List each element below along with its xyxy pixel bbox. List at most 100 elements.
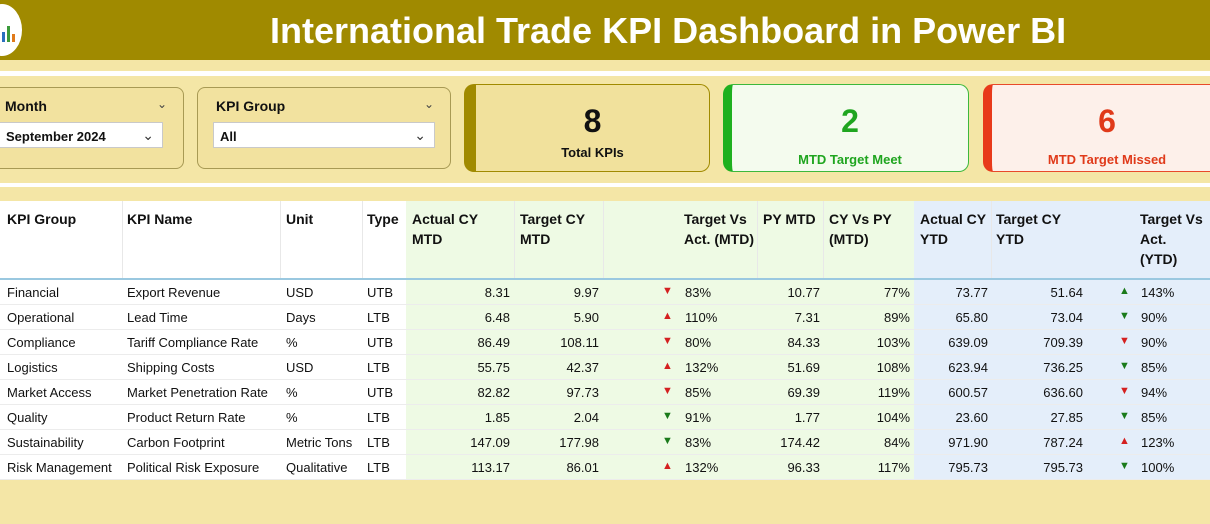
cell-cy-vs-py: 103% bbox=[876, 335, 910, 350]
triangle-down-icon: ▼ bbox=[1119, 385, 1130, 397]
chevron-down-icon[interactable]: ⌄ bbox=[142, 127, 154, 143]
cell-cy-vs-py: 89% bbox=[883, 310, 910, 325]
header-py-mtd[interactable]: PY MTD bbox=[763, 211, 816, 227]
cell-ytd-pct: 90% bbox=[1141, 310, 1168, 325]
cell-group: Logistics bbox=[7, 360, 58, 375]
cell-group: Risk Management bbox=[7, 460, 112, 475]
cell-target-ytd: 27.85 bbox=[1050, 410, 1083, 425]
cell-actual-ytd: 623.94 bbox=[948, 360, 988, 375]
table-row[interactable]: Sustainability Carbon Footprint Metric Ton… bbox=[0, 430, 1210, 455]
chevron-down-icon[interactable]: ⌄ bbox=[423, 97, 434, 111]
cell-target-ytd: 51.64 bbox=[1050, 285, 1083, 300]
cell-mtd-pct: 132% bbox=[685, 360, 719, 375]
triangle-down-icon: ▼ bbox=[1119, 360, 1130, 372]
cell-unit: Metric Tons bbox=[286, 435, 353, 450]
cell-group: Compliance bbox=[7, 335, 76, 350]
cell-unit: % bbox=[286, 385, 298, 400]
mtd-column-band bbox=[406, 201, 914, 479]
cell-target-mtd: 177.98 bbox=[559, 435, 599, 450]
table-row[interactable]: Quality Product Return Rate% LTB 1.85 2.04 91… bbox=[0, 405, 1210, 430]
triangle-down-icon: ▼ bbox=[662, 410, 673, 422]
cell-unit: % bbox=[286, 335, 298, 350]
month-dropdown[interactable]: September 2024 ⌄ bbox=[0, 122, 163, 148]
header-target-vs-act-mtd[interactable]: Target Vs Act. (MTD) bbox=[684, 211, 754, 247]
mtd-target-missed-label: MTD Target Missed bbox=[1047, 152, 1167, 167]
cell-name: Carbon Footprint bbox=[127, 435, 225, 450]
chevron-down-icon[interactable]: ⌄ bbox=[156, 97, 167, 111]
cell-target-mtd: 97.73 bbox=[566, 385, 599, 400]
cell-unit: USD bbox=[286, 360, 314, 375]
cell-actual-mtd: 1.85 bbox=[484, 410, 510, 425]
cell-mtd-pct: 83% bbox=[685, 285, 712, 300]
cell-cy-vs-py: 77% bbox=[883, 285, 910, 300]
table-row[interactable]: Risk Management Political Risk Exposure Qu… bbox=[0, 455, 1210, 480]
chevron-down-icon[interactable]: ⌄ bbox=[414, 127, 426, 143]
cell-cy-vs-py: 104% bbox=[876, 410, 910, 425]
kpi-group-slicer[interactable]: KPI Group ⌄ All ⌄ bbox=[197, 87, 451, 169]
cell-cy-vs-py: 119% bbox=[877, 385, 910, 400]
cell-unit: USD bbox=[286, 285, 314, 300]
triangle-down-icon: ▼ bbox=[1119, 460, 1130, 472]
cell-target-ytd: 636.60 bbox=[1043, 385, 1083, 400]
table-row[interactable]: Compliance Tariff Compliance Rate% UTB 86.4… bbox=[0, 330, 1210, 355]
triangle-down-icon: ▼ bbox=[662, 285, 673, 297]
cell-name: Product Return Rate bbox=[127, 410, 246, 425]
cell-type: UTB bbox=[367, 335, 393, 350]
page-title: International Trade KPI Dashboard in Pow… bbox=[270, 10, 1067, 51]
month-slicer-label: Month bbox=[5, 98, 47, 114]
triangle-up-icon: ▲ bbox=[1119, 435, 1130, 447]
cell-type: UTB bbox=[367, 285, 393, 300]
cell-ytd-pct: 85% bbox=[1141, 410, 1168, 425]
cell-py-mtd: 84.33 bbox=[787, 335, 820, 350]
header-actual-cy-mtd[interactable]: Actual CY MTD bbox=[412, 211, 478, 247]
triangle-down-icon: ▼ bbox=[662, 335, 673, 347]
header-target-vs-act-ytd[interactable]: Target Vs Act. (YTD) bbox=[1140, 211, 1203, 267]
mtd-target-missed-card: 6 MTD Target Missed bbox=[983, 84, 1210, 172]
divider bbox=[0, 71, 1210, 76]
header-actual-cy-ytd[interactable]: Actual CY YTD bbox=[920, 211, 986, 247]
table-row[interactable]: Market Access Market Penetration Rate% UTB… bbox=[0, 380, 1210, 405]
cell-actual-ytd: 23.60 bbox=[955, 410, 988, 425]
month-slicer[interactable]: Month ⌄ September 2024 ⌄ bbox=[0, 87, 184, 169]
cell-type: LTB bbox=[367, 460, 390, 475]
table-row[interactable]: Financial Export Revenue USD UTB 8.31 9.97 83%… bbox=[0, 280, 1210, 305]
kpi-group-slicer-label: KPI Group bbox=[216, 98, 286, 114]
cell-unit: % bbox=[286, 410, 298, 425]
table-row[interactable]: Operational Lead Time Days LTB 6.48 5.90 110% 7… bbox=[0, 305, 1210, 330]
header-type[interactable]: Type bbox=[367, 211, 399, 227]
header-target-cy-mtd[interactable]: Target CY MTD bbox=[520, 211, 585, 247]
cell-mtd-pct: 91% bbox=[685, 410, 712, 425]
triangle-down-icon: ▼ bbox=[1119, 310, 1130, 322]
cell-mtd-pct: 83% bbox=[685, 435, 712, 450]
mtd-target-missed-value: 6 bbox=[1098, 103, 1116, 139]
cell-target-ytd: 795.73 bbox=[1043, 460, 1083, 475]
logo bbox=[0, 4, 22, 56]
cell-target-mtd: 5.90 bbox=[573, 310, 599, 325]
cell-target-ytd: 709.39 bbox=[1043, 335, 1083, 350]
cell-type: LTB bbox=[367, 360, 390, 375]
header-cy-vs-py-mtd[interactable]: CY Vs PY (MTD) bbox=[829, 211, 892, 247]
header-target-cy-ytd[interactable]: Target CY YTD bbox=[996, 211, 1061, 247]
header-unit[interactable]: Unit bbox=[286, 211, 314, 227]
mtd-target-meet-value: 2 bbox=[841, 103, 859, 139]
total-kpis-value: 8 bbox=[583, 103, 602, 139]
cell-name: Market Penetration Rate bbox=[127, 385, 268, 400]
cell-mtd-pct: 85% bbox=[685, 385, 712, 400]
cell-ytd-pct: 143% bbox=[1141, 285, 1175, 300]
cell-actual-ytd: 639.09 bbox=[948, 335, 988, 350]
cell-ytd-pct: 85% bbox=[1141, 360, 1168, 375]
kpi-group-dropdown[interactable]: All ⌄ bbox=[213, 122, 435, 148]
cell-actual-mtd: 86.49 bbox=[477, 335, 510, 350]
cell-py-mtd: 1.77 bbox=[794, 410, 820, 425]
cell-type: UTB bbox=[367, 385, 393, 400]
table-row[interactable]: Logistics Shipping Costs USD LTB 55.75 42.37 1… bbox=[0, 355, 1210, 380]
triangle-up-icon: ▲ bbox=[1119, 285, 1130, 297]
header-kpi-name[interactable]: KPI Name bbox=[127, 211, 193, 227]
cell-mtd-pct: 80% bbox=[685, 335, 712, 350]
cell-actual-ytd: 73.77 bbox=[955, 285, 988, 300]
cell-group: Market Access bbox=[7, 385, 92, 400]
cell-ytd-pct: 123% bbox=[1141, 435, 1175, 450]
cell-target-mtd: 9.97 bbox=[573, 285, 599, 300]
cell-actual-mtd: 6.48 bbox=[484, 310, 510, 325]
header-kpi-group[interactable]: KPI Group bbox=[7, 211, 77, 227]
